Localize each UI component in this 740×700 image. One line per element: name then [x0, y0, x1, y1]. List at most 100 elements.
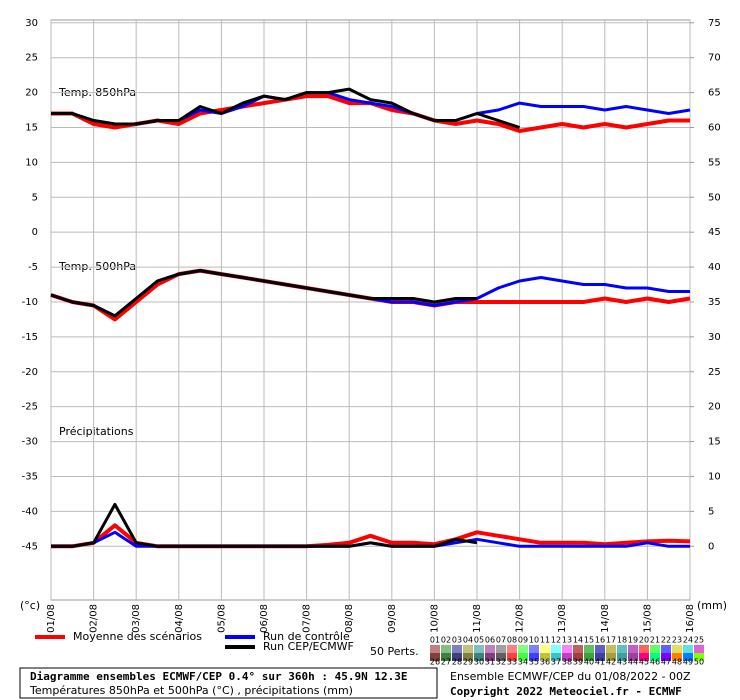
x-tick-label: 14/08: [600, 604, 611, 633]
y-tick-label: -15: [22, 332, 38, 343]
y2-tick-label: 10: [708, 471, 721, 482]
perturbation-id: 02: [441, 636, 451, 645]
perturbation-swatch: [683, 653, 693, 661]
x-tick-label: 13/08: [557, 604, 568, 633]
perturbation-swatch: [606, 653, 616, 661]
y2-tick-label: 65: [708, 88, 721, 99]
perturbation-id: 15: [584, 636, 594, 645]
x-tick-label: 16/08: [685, 604, 696, 633]
y2-tick-label: 75: [708, 18, 721, 29]
y-tick-label: 5: [32, 192, 38, 203]
perturbation-id: 36: [540, 658, 550, 667]
x-tick-label: 08/08: [344, 604, 355, 633]
perturbation-swatch: [496, 653, 506, 661]
legend-label: Run CEP/ECMWF: [263, 640, 354, 653]
perturbation-id: 28: [452, 658, 462, 667]
perturbation-swatch: [452, 645, 462, 653]
perturbation-swatch: [639, 653, 649, 661]
y-tick-label: 10: [25, 157, 38, 168]
perturbation-swatch: [540, 653, 550, 661]
perturbation-swatch: [441, 653, 451, 661]
legend-label: Moyenne des scénarios: [73, 630, 202, 643]
perturbation-swatch: [628, 653, 638, 661]
perturbation-id: 01: [430, 636, 440, 645]
x-tick-label: 05/08: [216, 604, 227, 633]
perturbation-id: 03: [452, 636, 462, 645]
perturbation-id: 49: [683, 658, 693, 667]
x-tick-label: 06/08: [259, 604, 270, 633]
perturbation-id: 16: [595, 636, 605, 645]
y-tick-label: -40: [22, 506, 38, 517]
perturbation-id: 44: [628, 658, 638, 667]
perturbation-swatch: [628, 645, 638, 653]
perturbation-swatch: [463, 645, 473, 653]
footer-title: Diagramme ensembles ECMWF/CEP 0.4° sur 3…: [30, 670, 408, 683]
perturbation-id: 04: [463, 636, 473, 645]
perturbation-id: 26: [430, 658, 440, 667]
perturbation-id: 45: [639, 658, 649, 667]
plot-area: [50, 19, 691, 601]
x-tick-label: 04/08: [174, 604, 185, 633]
footer-subtitle: Températures 850hPa et 500hPa (°C) , pré…: [29, 684, 353, 697]
perturbation-swatch: [518, 653, 528, 661]
perturbation-swatch: [562, 645, 572, 653]
legend-label: Run de contrôle: [263, 630, 350, 643]
perturbation-id: 29: [463, 658, 473, 667]
perturbation-id: 34: [518, 658, 528, 667]
y2-tick-label: 0: [708, 541, 714, 552]
perturbation-swatch: [529, 645, 539, 653]
perturbation-id: 39: [573, 658, 583, 667]
perturbation-swatch: [562, 653, 572, 661]
perturbation-id: 07: [496, 636, 506, 645]
perturbation-id: 38: [562, 658, 572, 667]
x-tick-label: 12/08: [515, 604, 526, 633]
series-line: [50, 269, 477, 318]
perturbation-id: 13: [562, 636, 572, 645]
y-tick-label: -20: [22, 367, 38, 378]
perturbation-swatch: [540, 645, 550, 653]
series-line: [51, 87, 521, 129]
perturbation-swatch: [672, 653, 682, 661]
perturbation-id: 18: [617, 636, 627, 645]
x-tick-label: 01/08: [46, 604, 57, 633]
perturbation-swatch: [485, 645, 495, 653]
perturbation-id: 09: [518, 636, 528, 645]
x-tick-label: 02/08: [89, 604, 100, 633]
y-tick-label: 25: [25, 53, 38, 64]
panel-label: Précipitations: [59, 425, 134, 438]
perturbation-id: 43: [617, 658, 627, 667]
y-tick-label: 20: [25, 88, 38, 99]
footer-run: Ensemble ECMWF/CEP du 01/08/2022 - 00Z: [450, 670, 691, 683]
perturbation-swatch: [595, 645, 605, 653]
y2-tick-label: 20: [708, 402, 721, 413]
perturbation-swatch: [661, 645, 671, 653]
y2-tick-label: 15: [708, 437, 721, 448]
footer-box: [19, 667, 438, 699]
perturbation-swatch: [595, 653, 605, 661]
perturbation-swatch: [430, 645, 440, 653]
perturbation-id: 48: [672, 658, 682, 667]
series-line: [51, 502, 478, 548]
perturbation-swatch: [584, 645, 594, 653]
perturbation-id: 41: [595, 658, 605, 667]
perturbations-label: 50 Perts.: [370, 645, 419, 658]
y2-tick-label: 50: [708, 192, 721, 203]
y-tick-label: -30: [22, 437, 38, 448]
perturbation-swatch: [485, 653, 495, 661]
y2-tick-label: 5: [708, 506, 714, 517]
y2-tick-label: 60: [708, 122, 721, 133]
y-tick-label: 15: [25, 122, 38, 133]
y2-tick-label: 70: [708, 53, 721, 64]
y2-tick-label: 40: [708, 262, 721, 273]
perturbation-swatch: [507, 653, 517, 661]
perturbation-id: 30: [474, 658, 484, 667]
perturbation-id: 08: [507, 636, 517, 645]
x-tick-label: 09/08: [387, 604, 398, 633]
perturbation-id: 22: [661, 636, 671, 645]
perturbation-swatch: [639, 645, 649, 653]
y-axis-label: (°c): [20, 599, 40, 612]
perturbation-id: 42: [606, 658, 616, 667]
perturbation-swatch: [551, 653, 561, 661]
perturbation-swatch: [606, 645, 616, 653]
